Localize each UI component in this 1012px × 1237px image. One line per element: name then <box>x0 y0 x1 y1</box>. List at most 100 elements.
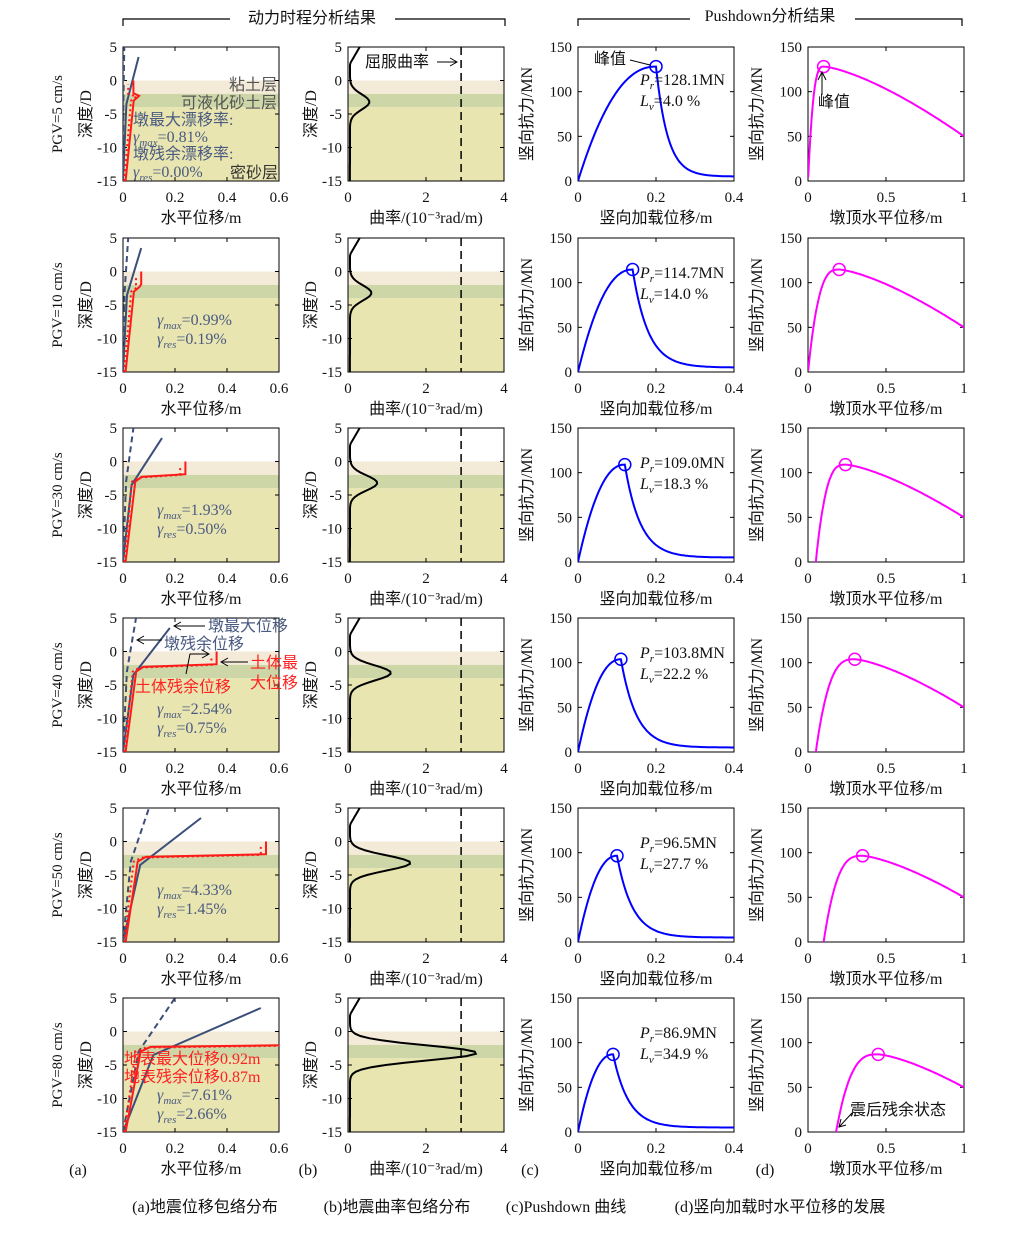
y-axis-label: 竖向抗力/MN <box>518 447 536 542</box>
y-axis-label: 竖向抗力/MN <box>518 637 536 732</box>
plot-area <box>578 268 734 372</box>
layer-clay <box>123 80 279 94</box>
row-pgv-4: PGV=50 cm/s0 0.2 0.4 0.650-5-10-15水平位移/m深度/… <box>50 801 968 988</box>
gamma-value: =7.61% <box>182 1087 232 1104</box>
peak-marker <box>832 262 846 277</box>
x-tick-label: 0.2 <box>166 761 185 777</box>
y-tick-label: 5 <box>110 991 118 1007</box>
y-tick-label: -15 <box>322 555 342 571</box>
plot-area <box>123 238 143 372</box>
x-axis-label: 水平位移/m <box>161 1160 242 1178</box>
y-axis-label: 竖向抗力/MN <box>748 1017 766 1112</box>
x-tick-label: 0.4 <box>725 951 744 967</box>
x-axis-label: 墩顶水平位移/m <box>830 780 943 798</box>
x-tick-label: 0 <box>119 951 127 967</box>
lateral-displacement-curve <box>808 65 964 178</box>
arrow-icon <box>817 70 827 95</box>
y-tick-label: 50 <box>557 320 572 336</box>
row-pgv-2: PGV=30 cm/s0 0.2 0.4 0.650-5-10-15水平位移/m深度/… <box>50 421 968 608</box>
panel-letter: (b) <box>299 1162 318 1179</box>
y-tick-label: 0 <box>110 835 118 851</box>
pile-residual-label: 墩残余位移 <box>164 634 244 653</box>
pushdown-curve <box>578 658 734 752</box>
panel-a: 0 0.2 0.4 0.6 5 0 -5 -10 -15 水平位移/m 深度/D <box>77 801 289 988</box>
layer-liquefiable-sand <box>123 474 279 489</box>
y-tick-label: 100 <box>780 656 803 672</box>
panel-d: 0 0.5 1 0 50 100 150 墩顶水平位移/m 竖向抗力/MN <box>748 40 968 227</box>
x-axis-label: 曲率/(10⁻³rad/m) <box>369 209 483 227</box>
x-tick-label: 2 <box>422 571 430 587</box>
y-tick-label: 100 <box>550 656 573 672</box>
x-tick-label: 0 <box>574 1141 582 1157</box>
y-tick-label: 0 <box>335 1025 343 1041</box>
x-tick-label: 0 <box>119 761 127 777</box>
panel-c: 0 0.2 0.4 0 50 100 150 竖向加载位移/m 竖向抗力/MN Pr=103.8M… <box>518 611 744 798</box>
x-tick-label: 0.6 <box>270 1141 289 1157</box>
y-tick-label: 0 <box>335 74 343 90</box>
y-tick-label: 150 <box>780 231 803 247</box>
gamma-symbol: γ <box>133 164 140 181</box>
x-tick-label: 1 <box>960 951 968 967</box>
plot-area <box>348 238 373 372</box>
layer-liquefiable-sand <box>348 664 504 679</box>
curvature-envelope-line <box>348 998 478 1132</box>
figure-caption: (c)Pushdown 曲线 <box>506 1198 626 1216</box>
x-tick-label: 0.2 <box>647 381 666 397</box>
plot-area <box>123 428 187 562</box>
lateral-displacement-curve <box>835 1053 964 1132</box>
axes-box <box>807 427 965 563</box>
clay-layer-label: 粘土层 <box>229 76 277 94</box>
pile-residual-displacement-line <box>123 428 135 562</box>
y-tick-label: 50 <box>787 129 802 145</box>
soil-residual-label: 土体残余位移 <box>135 677 231 696</box>
pr-label: Pr=103.8MN <box>639 645 725 665</box>
layer-dense-sand <box>348 298 504 372</box>
x-tick-label: 0 <box>119 571 127 587</box>
pr-label: Pr=114.7MN <box>639 265 725 285</box>
y-tick-label: 0 <box>335 645 343 661</box>
x-tick-label: 4 <box>500 1141 508 1157</box>
x-axis-label: 水平位移/m <box>161 209 242 227</box>
x-tick-label: 0.4 <box>218 381 237 397</box>
y-tick-label: 0 <box>565 174 573 190</box>
axes-box <box>577 807 735 943</box>
y-axis-label: 深度/D <box>77 661 95 709</box>
y-axis-label: 竖向抗力/MN <box>748 447 766 542</box>
plot-area <box>123 808 267 942</box>
y-tick-label: 0 <box>795 1125 803 1141</box>
plot-area <box>123 998 279 1132</box>
soil-max-displacement-line <box>124 841 267 942</box>
gamma-subscript: max <box>163 1095 181 1107</box>
y-tick-label: 0 <box>795 365 803 381</box>
lv-label: Lv=18.3 % <box>639 476 708 496</box>
y-tick-label: -15 <box>322 1125 342 1141</box>
y-tick-label: 100 <box>550 466 573 482</box>
x-tick-label: 0 <box>344 761 352 777</box>
y-tick-label: 50 <box>557 890 572 906</box>
y-tick-label: -10 <box>322 1092 342 1108</box>
y-tick-label: 100 <box>550 276 573 292</box>
y-tick-label: -10 <box>322 522 342 538</box>
y-tick-label: -15 <box>322 935 342 951</box>
layer-clay <box>348 841 504 855</box>
gamma-value: =0.81% <box>158 129 208 146</box>
layer-dense-sand <box>348 868 504 942</box>
y-tick-label: 0 <box>795 745 803 761</box>
x-tick-label: 0 <box>804 951 812 967</box>
panel-b: 0 2 4 5 0 -5 -10 -15 曲率/(10⁻³rad/m) 深度/D <box>302 421 508 608</box>
gamma-value: =0.75% <box>176 720 226 737</box>
y-tick-label: 100 <box>780 846 803 862</box>
y-tick-label: 0 <box>565 745 573 761</box>
y-tick-label: 150 <box>780 40 803 56</box>
axes-box <box>807 617 965 753</box>
post-quake-label: 震后残余状态 <box>850 1100 946 1119</box>
gamma-subscript: max <box>163 890 181 902</box>
surface-residual-label: 地表残余位移0.87m <box>124 1067 261 1086</box>
x-tick-label: 0.2 <box>166 951 185 967</box>
gamma-subscript: max <box>163 320 181 332</box>
x-tick-label: 4 <box>500 190 508 206</box>
x-tick-label: 0.6 <box>270 381 289 397</box>
y-tick-label: -10 <box>322 332 342 348</box>
gamma-max-label: γmax=4.33% <box>157 882 232 902</box>
axes-box <box>577 427 735 563</box>
